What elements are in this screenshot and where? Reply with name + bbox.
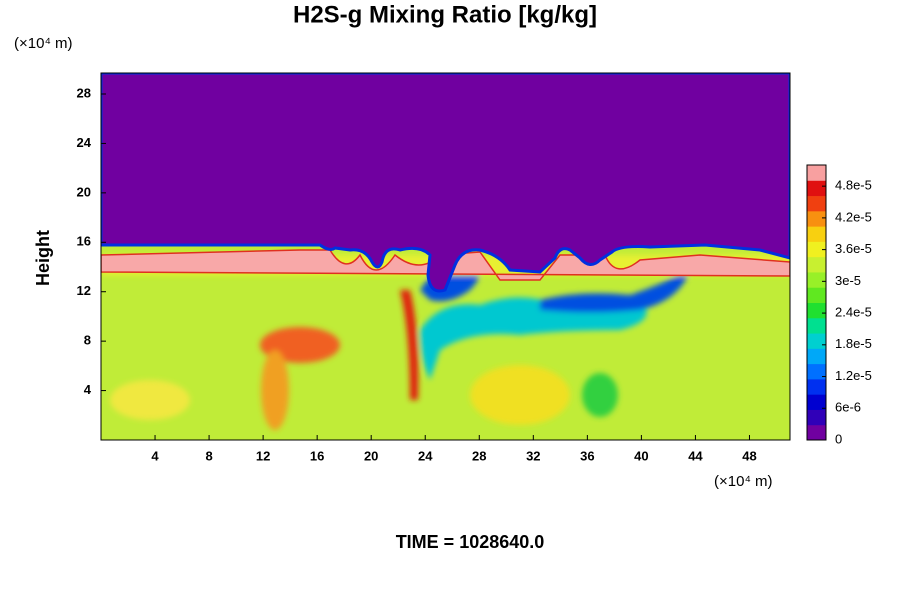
colorbar-band [807, 195, 826, 212]
footer-time: TIME = 1028640.0 [396, 532, 545, 552]
colorbar-tick-label: 1.2e-5 [835, 368, 872, 383]
colorbar-band [807, 378, 826, 395]
x-tick-label: 4 [151, 448, 159, 463]
colorbar-band [807, 180, 826, 197]
field [101, 73, 790, 440]
colorbar-band [807, 287, 826, 303]
x-unit: (×10⁴ m) [714, 473, 773, 490]
colorbar-band [807, 302, 826, 319]
colorbar-band [807, 333, 826, 349]
x-tick-label: 32 [526, 448, 540, 463]
y-tick-label: 20 [77, 184, 91, 199]
colorbar-tick-label: 3.6e-5 [835, 241, 872, 256]
colorbar-tick-label: 4.8e-5 [835, 178, 872, 193]
colorbar-tick-label: 4.2e-5 [835, 209, 872, 224]
x-tick-label: 28 [472, 448, 486, 463]
y-tick-label: 24 [77, 135, 92, 150]
colorbar-band [807, 409, 826, 426]
x-tick-label: 40 [634, 448, 648, 463]
colorbar-band [807, 256, 826, 273]
y-tick-label: 8 [84, 333, 91, 348]
colorbar-band [807, 210, 826, 227]
x-tick-label: 20 [364, 448, 378, 463]
colorbar-band [807, 348, 826, 365]
y-tick-label: 28 [77, 85, 91, 100]
colorbar-tick-label: 6e-6 [835, 400, 861, 415]
y-unit: (×10⁴ m) [14, 35, 73, 52]
x-tick-label: 36 [580, 448, 594, 463]
colorbar-tick-label: 3e-5 [835, 273, 861, 288]
colorbar-band [807, 241, 826, 258]
field-upper-zero [101, 73, 790, 293]
y-axis-label: Height [33, 230, 53, 286]
colorbar-frame [806, 164, 827, 441]
x-tick-label: 48 [742, 448, 756, 463]
colorbar-tick-label: 1.8e-5 [835, 336, 872, 351]
plot-frame [100, 72, 791, 441]
colorbar-tick-label: 2.4e-5 [835, 305, 872, 320]
colorbar-band [807, 424, 826, 441]
x-tick-label: 16 [310, 448, 324, 463]
x-tick-label: 44 [688, 448, 703, 463]
colorbar-band [807, 394, 826, 410]
x-tick-label: 24 [418, 448, 433, 463]
y-tick-label: 12 [77, 283, 91, 298]
colorbar-band [807, 317, 826, 334]
colorbar-band [807, 271, 826, 288]
chart-title: H2S-g Mixing Ratio [kg/kg] [293, 1, 597, 28]
colorbar-band [807, 363, 826, 380]
x-tick-label: 8 [205, 448, 212, 463]
colorbar-band [807, 165, 826, 181]
y-tick-label: 16 [77, 234, 91, 249]
x-tick-label: 12 [256, 448, 270, 463]
y-tick-label: 4 [84, 382, 92, 397]
colorbar-tick-label: 0 [835, 431, 842, 446]
colorbar-band [807, 226, 826, 242]
